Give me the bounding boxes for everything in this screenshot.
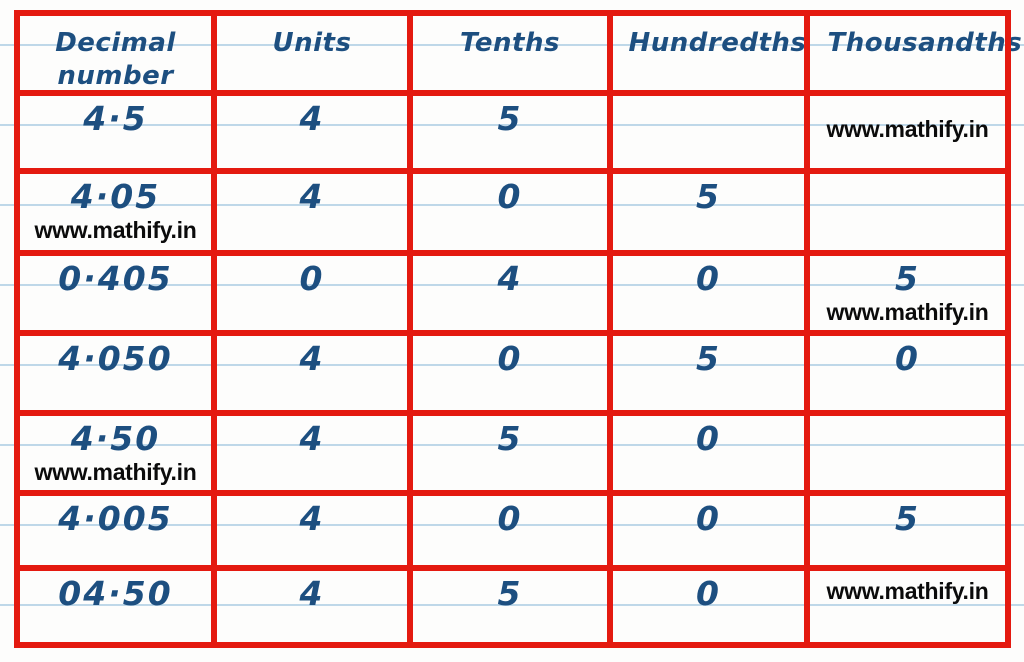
grid-line	[14, 10, 20, 648]
cell-value: 4	[299, 574, 325, 613]
table-cell: 4·5	[20, 96, 211, 168]
watermark-text: www.mathify.in	[34, 459, 197, 486]
table-cell: 4·050	[20, 336, 211, 410]
table-cell: 0·405	[20, 256, 211, 330]
watermark-text: www.mathify.in	[826, 299, 989, 326]
header-cell-decimal-number: Decimal number	[20, 16, 211, 91]
cell-value: 0	[696, 574, 721, 613]
header-cell-thousandths: Thousandths	[810, 16, 1023, 90]
grid-line	[14, 250, 1011, 256]
grid-line	[14, 490, 1011, 496]
cell-value: 5	[895, 259, 920, 298]
cell-value: 0	[299, 259, 325, 298]
cell-value: 4	[299, 177, 325, 216]
cell-value: 4	[299, 339, 325, 378]
watermark-text: www.mathify.in	[826, 116, 989, 142]
grid-line	[804, 10, 810, 648]
cell-value: 0	[696, 259, 721, 298]
header-label: Hundredths	[628, 28, 807, 58]
table-cell: 5	[413, 96, 607, 168]
table-cell: 5	[613, 336, 804, 410]
table-cell: 0	[810, 336, 1005, 410]
grid-line	[607, 10, 613, 648]
table-cell: 0	[413, 336, 607, 410]
table-cell: 0	[217, 256, 407, 330]
header-label: Decimal number	[55, 28, 176, 91]
cell-value: 4·50	[70, 419, 161, 458]
cell-value: 4	[299, 99, 325, 138]
table-cell	[613, 96, 804, 168]
cell-value: 0	[696, 499, 721, 538]
header-cell-tenths: Tenths	[413, 16, 607, 90]
cell-value: 0·405	[58, 259, 173, 298]
watermark-text: www.mathify.in	[826, 578, 989, 604]
table-cell: 5 www.mathify.in	[810, 256, 1005, 330]
table-cell: 4	[217, 571, 407, 642]
header-label: Tenths	[460, 28, 560, 58]
table-cell: www.mathify.in	[810, 571, 1005, 642]
cell-value: 4	[299, 419, 325, 458]
grid-line	[1005, 10, 1011, 648]
table-cell: 4	[217, 496, 407, 565]
table-cell: 4	[217, 174, 407, 250]
grid-line	[14, 90, 1011, 96]
cell-value: 5	[497, 99, 523, 138]
cell-value: 4·050	[58, 339, 173, 378]
table-cell: 4·005	[20, 496, 211, 565]
cell-value: 4	[497, 259, 523, 298]
place-value-table: Decimal number Units Tenths Hundredths T…	[14, 10, 1023, 648]
table-cell: 0	[613, 496, 804, 565]
grid-line	[14, 168, 1011, 174]
cell-value: 0	[497, 177, 523, 216]
cell-value: 4	[299, 499, 325, 538]
cell-value: 5	[497, 419, 523, 458]
table-cell	[810, 416, 1005, 490]
cell-value: 5	[895, 499, 920, 538]
header-cell-units: Units	[217, 16, 407, 90]
grid-line	[14, 330, 1011, 336]
grid-line	[14, 642, 1011, 648]
table-cell: 5	[613, 174, 804, 250]
grid-line	[14, 10, 1011, 16]
grid-line	[407, 10, 413, 648]
table-cell: 4	[413, 256, 607, 330]
cell-value: 4·5	[83, 99, 148, 138]
grid-line	[14, 410, 1011, 416]
table-cell: 5	[810, 496, 1005, 565]
cell-value: 0	[497, 499, 523, 538]
table-cell: 0	[413, 174, 607, 250]
table-cell: 0	[413, 496, 607, 565]
table-cell: 4·50 www.mathify.in	[20, 416, 211, 490]
table-cell: 4	[217, 336, 407, 410]
cell-value: 4·005	[58, 499, 173, 538]
table-cell: 04·50	[20, 571, 211, 642]
table-cell: www.mathify.in	[810, 96, 1005, 168]
table-cell: 0	[613, 416, 804, 490]
watermark-text: www.mathify.in	[34, 217, 197, 244]
cell-value: 5	[696, 339, 721, 378]
header-cell-hundredths: Hundredths	[613, 16, 807, 90]
table-cell: 4·05 www.mathify.in	[20, 174, 211, 250]
table-cell: 4	[217, 96, 407, 168]
cell-value: 04·50	[58, 574, 173, 613]
table-cell: 0	[613, 571, 804, 642]
cell-value: 0	[696, 419, 721, 458]
cell-value: 0	[497, 339, 523, 378]
header-label: Thousandths	[827, 28, 1023, 58]
table-cell: 4	[217, 416, 407, 490]
table-cell: 5	[413, 571, 607, 642]
table-cell: 0	[613, 256, 804, 330]
grid-line	[14, 565, 1011, 571]
grid-line	[211, 10, 217, 648]
header-label: Units	[272, 28, 352, 58]
cell-value: 4·05	[70, 177, 161, 216]
cell-value: 5	[696, 177, 721, 216]
table-cell: 5	[413, 416, 607, 490]
table-cell	[810, 174, 1005, 250]
cell-value: 0	[895, 339, 920, 378]
cell-value: 5	[497, 574, 523, 613]
